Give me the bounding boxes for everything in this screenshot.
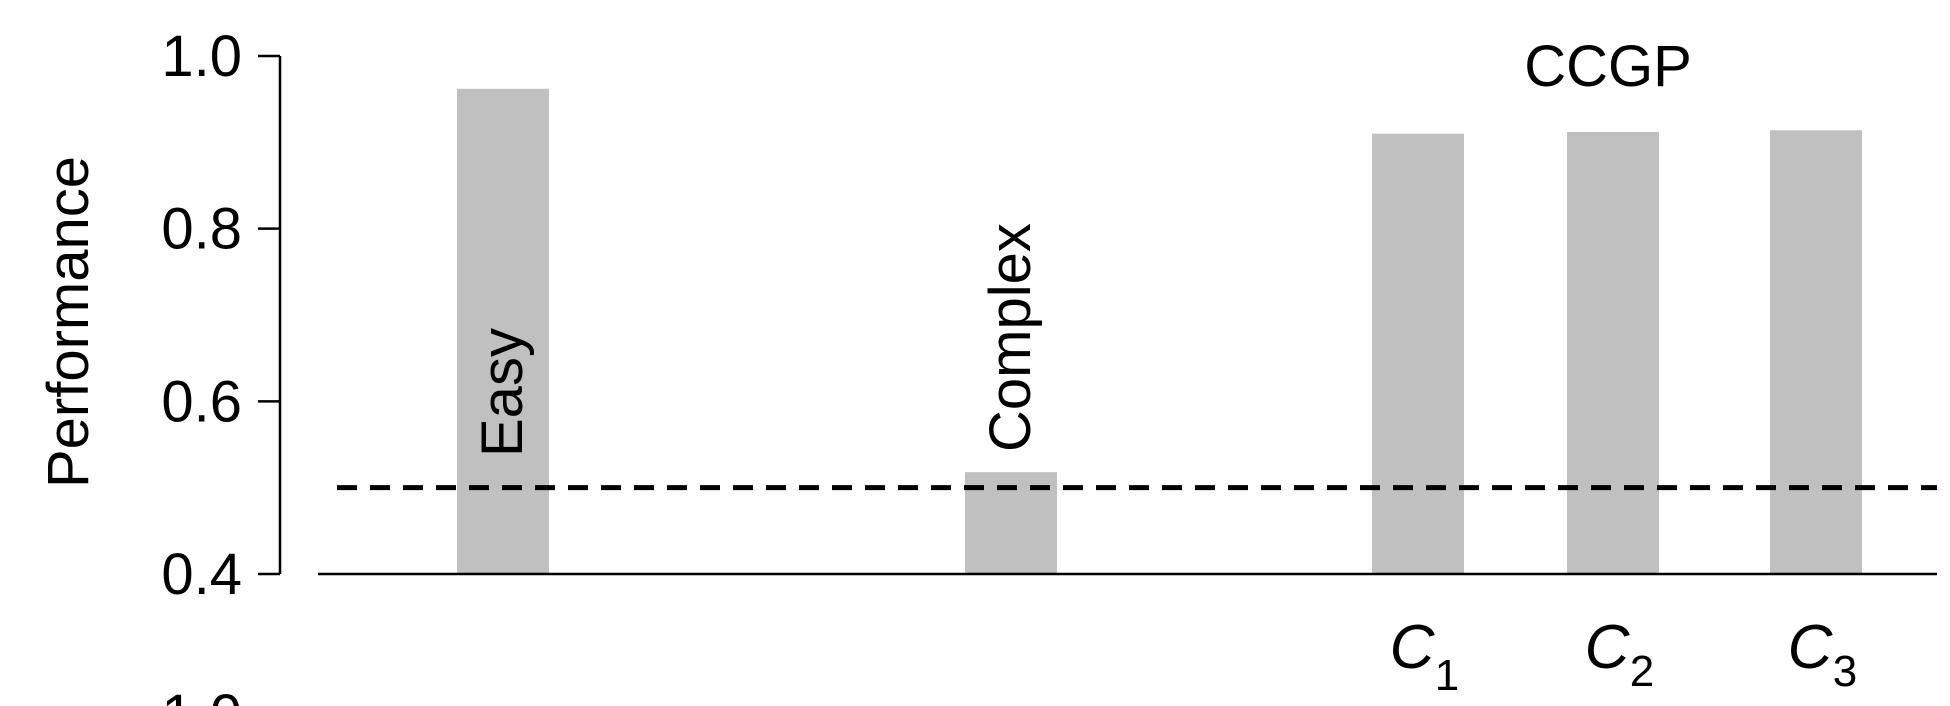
ccgp-group-label: CCGP bbox=[1524, 34, 1692, 99]
bar-c2 bbox=[1567, 131, 1659, 574]
y-tick-label: 0.4 bbox=[161, 542, 242, 607]
bar-label-c3-subscript: 3 bbox=[1833, 647, 1857, 696]
bar-label-c1: C bbox=[1390, 613, 1436, 682]
y-axis-ticks: 0.4 0.6 0.8 1.0 bbox=[161, 24, 280, 607]
bar-label-c2-subscript: 2 bbox=[1630, 647, 1654, 696]
y-axis-label: Performance bbox=[36, 156, 101, 488]
bar-label-c3: C bbox=[1788, 613, 1834, 682]
bar-label-c1-subscript: 1 bbox=[1435, 651, 1459, 700]
bars-layer bbox=[457, 88, 1862, 574]
bar-label-complex: Complex bbox=[978, 223, 1043, 452]
bar-c3 bbox=[1770, 130, 1862, 574]
bar-c1 bbox=[1372, 133, 1464, 574]
bar-easy bbox=[457, 88, 549, 574]
bar-label-easy: Easy bbox=[470, 328, 535, 457]
y-tick-label: 0.8 bbox=[161, 197, 242, 262]
y-tick-label: 0.6 bbox=[161, 369, 242, 434]
y-tick-label: 1.0 bbox=[161, 24, 242, 89]
bar-label-c2: C bbox=[1585, 613, 1631, 682]
next-panel-tick-label-partial: 1.0 bbox=[161, 683, 242, 706]
